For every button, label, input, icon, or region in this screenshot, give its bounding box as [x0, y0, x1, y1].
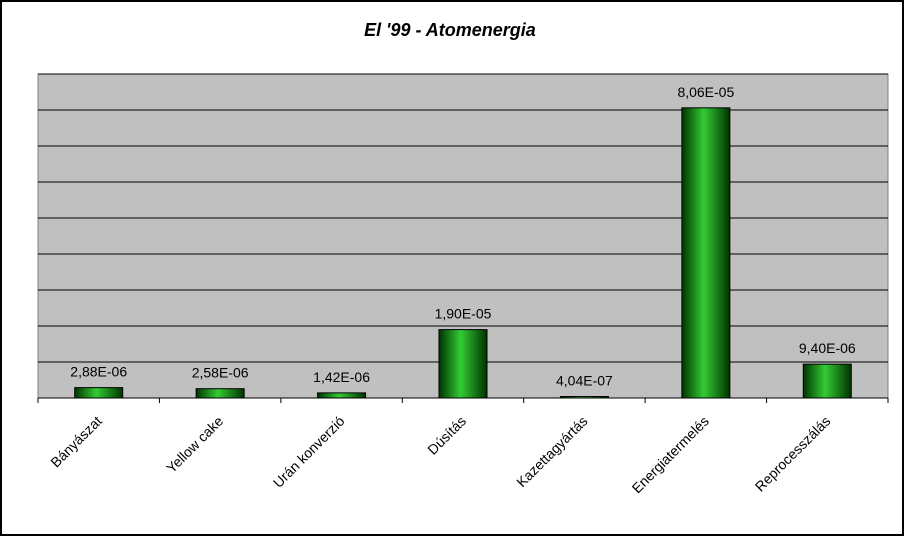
bar	[681, 107, 731, 399]
category-labels: Bányászat Yellow cake Urán konverzió Dúsítá…	[47, 413, 833, 497]
bar	[559, 396, 609, 399]
bar	[802, 363, 852, 399]
data-label: 2,88E-06	[70, 364, 127, 380]
data-label: 1,90E-05	[435, 306, 492, 322]
bar	[195, 388, 245, 399]
category-label: Urán konverzió	[270, 413, 348, 491]
data-labels: 2,88E-06 2,58E-06 1,42E-06 1,90E-05 4,04E-07…	[70, 84, 856, 389]
data-label: 8,06E-05	[677, 84, 734, 100]
category-label: Kazettagyártás	[513, 413, 590, 490]
category-label: Energiatermelés	[629, 413, 712, 496]
bar	[438, 329, 488, 399]
bars	[74, 107, 852, 399]
data-label: 2,58E-06	[192, 365, 249, 381]
gridlines	[38, 73, 888, 363]
data-label: 4,04E-07	[556, 373, 613, 389]
category-label: Dúsítás	[424, 413, 469, 458]
category-label: Reprocesszálás	[752, 413, 834, 495]
chart-title: El '99 - Atomenergia	[364, 20, 536, 40]
data-label: 9,40E-06	[799, 340, 856, 356]
bar	[317, 392, 367, 399]
category-label: Bányászat	[47, 413, 105, 471]
bar	[74, 387, 124, 399]
x-axis	[37, 397, 889, 403]
data-label: 1,42E-06	[313, 369, 370, 385]
category-label: Yellow cake	[163, 413, 226, 476]
